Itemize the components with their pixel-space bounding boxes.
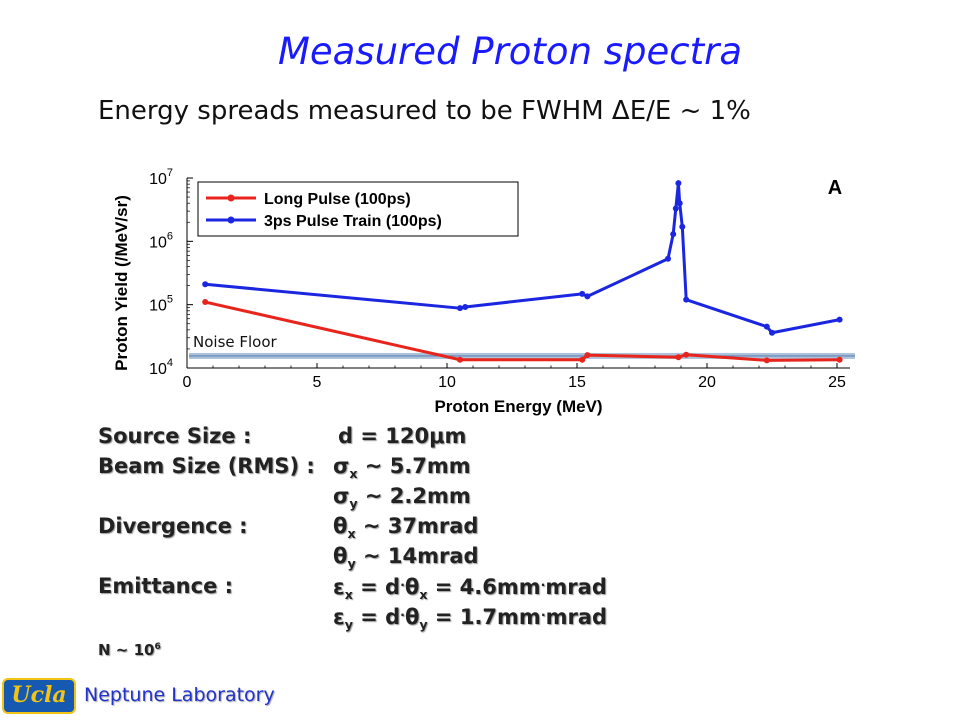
series-point-1 [457,305,463,312]
ucla-logo: Ucla [2,678,76,714]
series-point-1 [683,296,690,303]
series-point-0 [683,351,690,358]
legend-entry: Long Pulse (100ps) [264,191,411,208]
slide-subtitle: Energy spreads measured to be FWHM ΔE/E … [98,96,751,126]
series-point-1 [769,329,775,336]
spec-value: θx ~ 37mrad [333,514,479,542]
x-tick-label: 10 [438,374,456,391]
spec-value: d = 120μm [338,424,467,448]
series-point-0 [584,352,591,359]
legend-swatch-marker [227,194,235,202]
noise-floor-label: Noise Floor [193,333,278,351]
series-point-1 [665,255,671,262]
series-point-1 [672,205,679,212]
spec-value: σy ~ 2.2mm [333,484,471,512]
spec-value: θy ~ 14mrad [333,544,479,572]
y-tick-label: 107 [149,167,173,188]
legend-box [197,181,519,237]
x-axis-label: Proton Energy (MeV) [434,397,602,416]
spec-value: εy = d.θy = 1.7mm.mrad [333,604,608,633]
spec-value: σx ~ 5.7mm [333,454,471,482]
lab-name: Neptune Laboratory [84,684,275,706]
panel-label: A [828,177,842,199]
series-point-1 [584,293,591,300]
spec-label: Divergence : [98,514,248,538]
series-point-0 [457,356,463,363]
legend-swatch-marker [227,216,235,224]
proton-spectrum-chart: 0 5 10 15 20 25 104 105 106 107 Proton Energy (MeV… [112,167,855,416]
y-tick-label: 106 [149,230,173,251]
x-tick-label: 15 [568,374,586,391]
footer: Ucla Neptune Laboratory [0,676,320,716]
series-point-0 [675,354,682,361]
y-tick-label: 105 [149,294,173,315]
slide-title: Measured Proton spectra [277,30,743,73]
series-point-1 [679,223,686,230]
legend-entry: 3ps Pulse Train (100ps) [264,213,442,230]
series-point-1 [836,316,843,323]
series-point-1 [763,323,770,330]
spec-label: Source Size : [98,424,252,448]
series-point-1 [676,200,683,207]
series-point-1 [670,231,677,238]
spec-label: Beam Size (RMS) : [98,454,315,478]
spec-value: εx = d.θx = 4.6mm.mrad [333,574,607,603]
series-point-1 [462,303,469,310]
spec-label: Emittance : [98,574,234,598]
x-tick-label: 25 [828,374,846,391]
x-tick-label: 0 [183,374,192,391]
series-line-0 [204,300,840,362]
series-point-0 [579,356,586,363]
series-point-1 [202,281,209,288]
series-point-0 [763,357,770,364]
x-tick-label: 20 [698,374,716,391]
particle-count: N ~ 106 [98,641,161,659]
series-point-0 [836,356,843,363]
series-point-1 [579,290,586,297]
y-tick-label: 104 [149,357,173,378]
x-tick-label: 5 [313,374,322,391]
series-point-1 [675,180,682,187]
series-point-0 [202,299,209,306]
y-axis-label: Proton Yield (/MeV/sr) [112,195,131,371]
